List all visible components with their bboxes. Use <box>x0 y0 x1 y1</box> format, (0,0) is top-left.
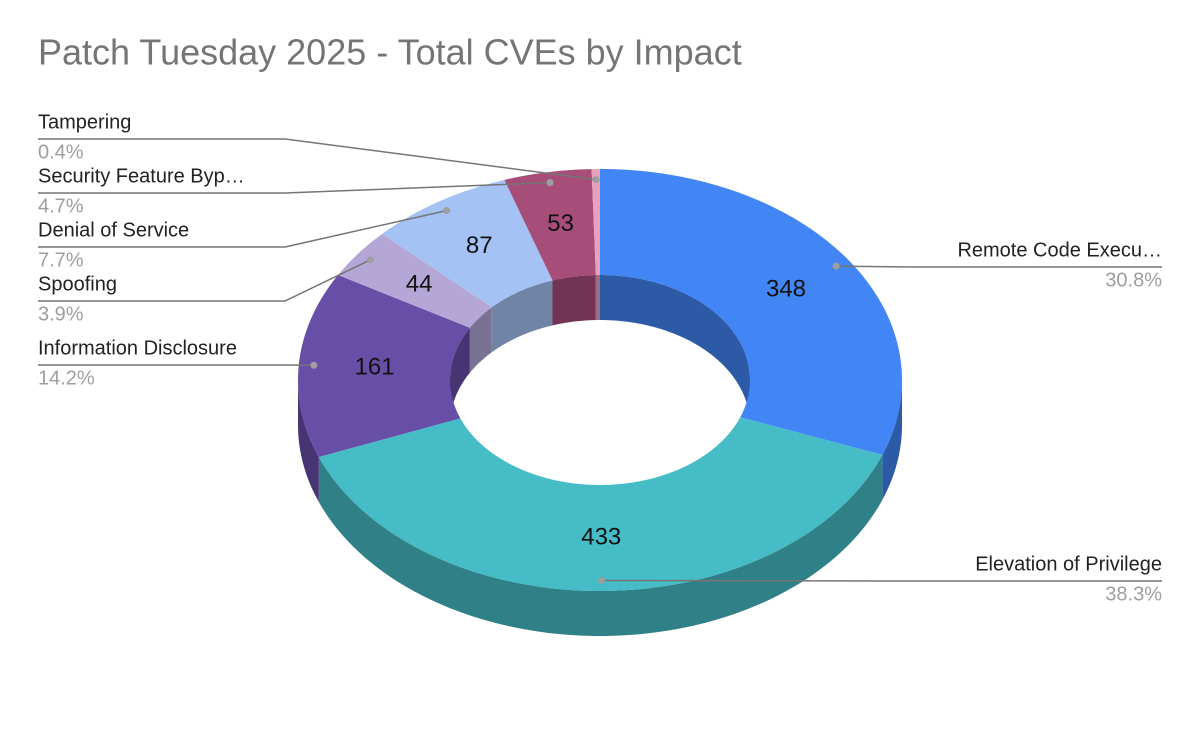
percent-label: 7.7% <box>38 249 84 271</box>
value-label: 433 <box>581 523 621 550</box>
chart-title: Patch Tuesday 2025 - Total CVEs by Impac… <box>38 32 742 73</box>
legend-label: Tampering <box>38 111 131 133</box>
slice-inner <box>600 275 750 425</box>
slice <box>298 275 470 458</box>
slice <box>504 169 596 281</box>
leader-dot <box>443 207 451 215</box>
leader-line <box>38 138 597 181</box>
slice <box>591 169 600 276</box>
leader-dot <box>546 179 554 187</box>
slice <box>338 233 492 328</box>
slice-inner <box>491 280 553 353</box>
slice-inner <box>450 327 470 425</box>
legend-label: Spoofing <box>38 273 117 295</box>
legend-label: Denial of Service <box>38 219 189 241</box>
legend-label: Remote Code Execu… <box>957 239 1162 261</box>
leader-dot <box>592 176 600 184</box>
slice <box>318 417 883 591</box>
percent-label: 14.2% <box>38 367 95 389</box>
value-label: 161 <box>355 354 395 381</box>
leader-line <box>38 209 447 248</box>
legend-label: Information Disclosure <box>38 337 237 359</box>
value-label: 87 <box>466 232 493 259</box>
slice-side <box>298 380 319 503</box>
leader-line <box>836 265 1162 268</box>
leader-line <box>601 579 1162 582</box>
leader-line <box>38 181 551 194</box>
slice-side <box>882 380 902 500</box>
leader-dot <box>366 256 374 264</box>
percent-label: 38.3% <box>1105 583 1162 605</box>
percent-label: 0.4% <box>38 141 84 163</box>
legend-label: Security Feature Byp… <box>38 165 245 187</box>
value-label: 348 <box>766 276 806 303</box>
percent-label: 4.7% <box>38 195 84 217</box>
slice <box>382 179 553 308</box>
value-label: 44 <box>406 271 433 298</box>
percent-label: 30.8% <box>1105 269 1162 291</box>
slice-inner <box>469 307 492 373</box>
value-label: 53 <box>547 210 574 237</box>
leader-line <box>38 259 371 302</box>
percent-label: 3.9% <box>38 303 84 325</box>
leader-dot <box>832 262 840 270</box>
leader-dot <box>598 576 606 584</box>
slice-inner <box>595 275 600 321</box>
slice-side <box>318 454 883 636</box>
legend-label: Elevation of Privilege <box>975 553 1162 575</box>
leader-dot <box>310 361 318 369</box>
slice-inner <box>552 275 596 326</box>
slice <box>600 169 902 455</box>
